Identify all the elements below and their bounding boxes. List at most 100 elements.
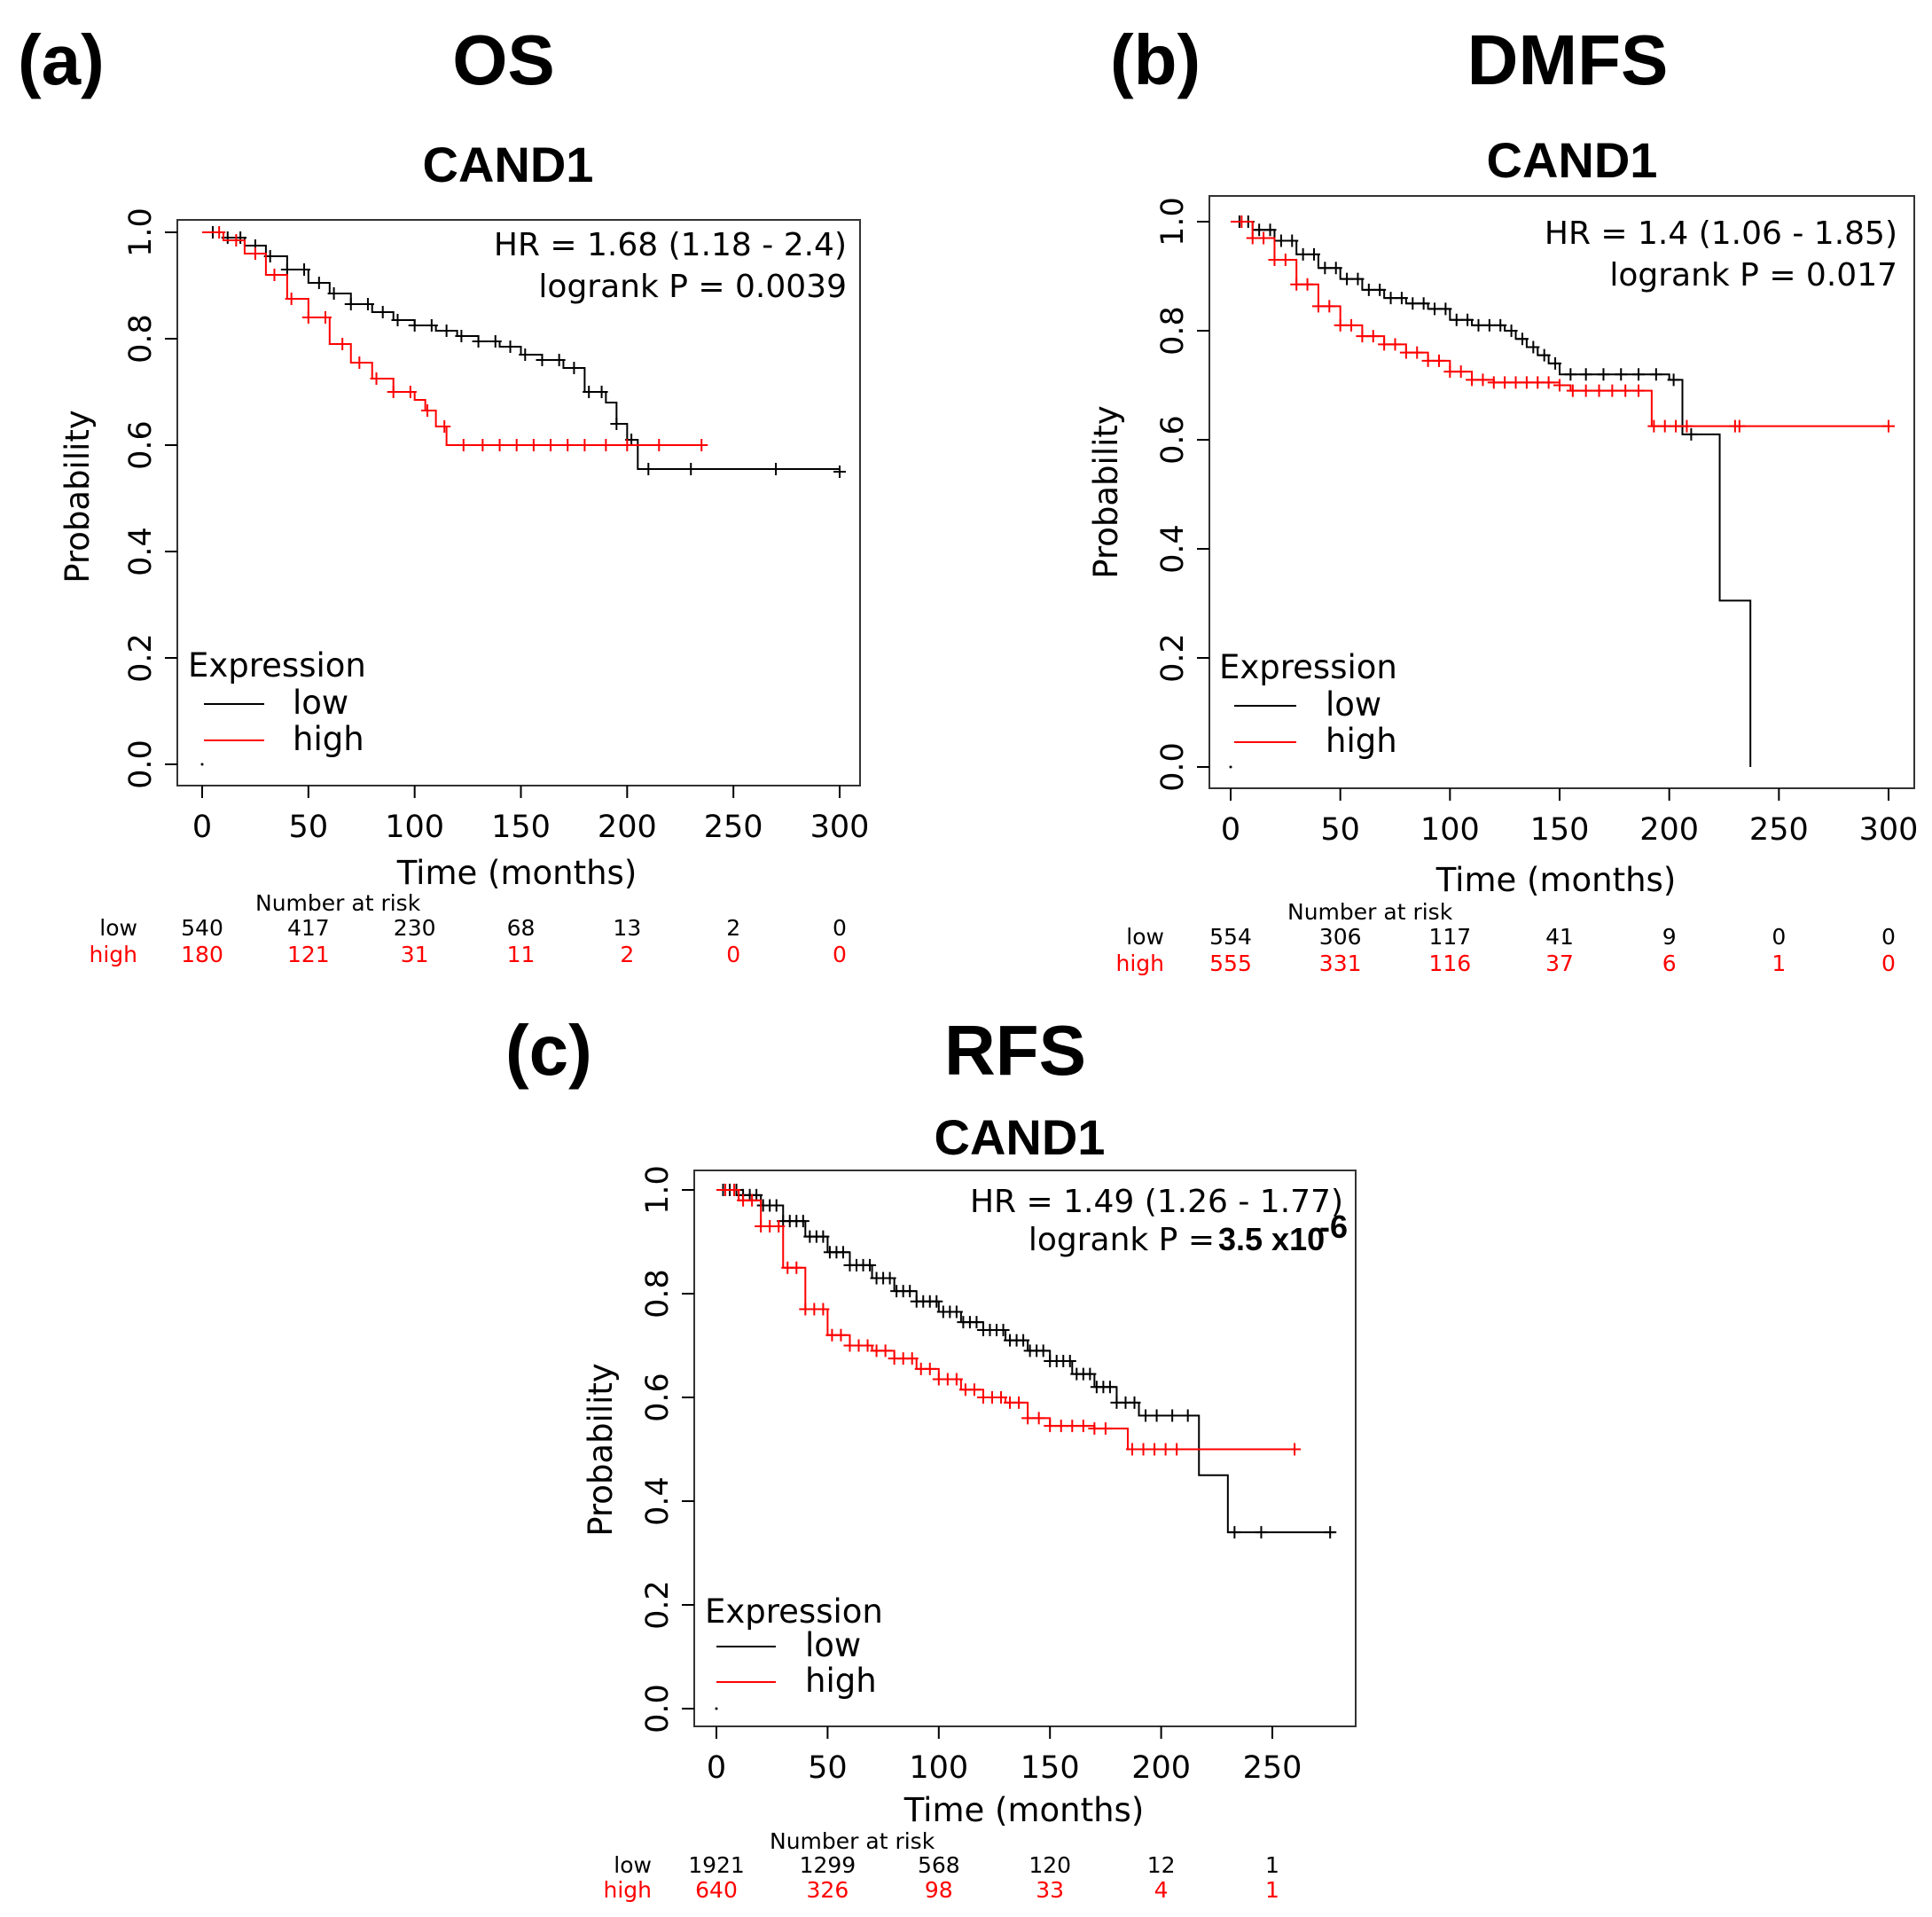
y-tick-label: 1.0 <box>640 1165 676 1215</box>
censor-mark <box>883 1271 896 1285</box>
censor-mark <box>1579 368 1592 381</box>
logrank-p: logrank P = 0.0039 <box>538 269 847 305</box>
censor-mark <box>1537 348 1551 362</box>
censor-mark <box>1286 234 1299 247</box>
x-tick-label: 300 <box>810 810 870 845</box>
risk-value: 98 <box>925 1877 953 1903</box>
x-axis-label: Time (months) <box>1435 861 1677 899</box>
x-tick-label: 250 <box>704 810 763 845</box>
censor-mark <box>1428 302 1442 316</box>
x-tick-label: 0 <box>707 1750 726 1786</box>
logrank-p: logrank P = <box>1029 1222 1215 1258</box>
risk-row-label-low: low <box>99 915 137 941</box>
censor-mark <box>1181 1409 1194 1422</box>
censor-mark <box>1417 297 1430 310</box>
censor-mark <box>1290 278 1303 291</box>
censor-mark <box>1494 318 1507 332</box>
censor-mark <box>1366 330 1380 343</box>
censor-mark <box>1288 1443 1302 1456</box>
censor-mark <box>1450 313 1463 326</box>
censor-mark <box>440 325 453 337</box>
censor-mark <box>684 463 698 475</box>
y-tick-label: 1.0 <box>1155 197 1191 246</box>
censor-mark <box>457 439 470 451</box>
plot-frame <box>693 1170 1357 1727</box>
censor-mark <box>370 372 383 385</box>
censor-mark <box>1432 354 1445 367</box>
x-tick-label: 150 <box>1530 812 1590 848</box>
censor-mark <box>376 306 389 318</box>
censor-mark <box>268 269 281 281</box>
censor-mark <box>361 298 374 310</box>
censor-mark <box>610 418 623 430</box>
y-tick-label: 0.0 <box>1155 742 1191 792</box>
censor-mark <box>567 362 581 374</box>
risk-value: 555 <box>1209 951 1252 976</box>
hazard-ratio: HR = 1.4 (1.06 - 1.85) <box>1545 215 1897 252</box>
risk-value: 1 <box>1772 951 1786 976</box>
censor-mark <box>280 263 293 276</box>
origin-point <box>715 1707 718 1710</box>
censor-mark <box>353 356 366 369</box>
risk-value: 306 <box>1319 924 1362 950</box>
censor-mark <box>1279 254 1292 267</box>
origin-point <box>200 763 204 766</box>
censor-mark <box>344 298 357 310</box>
risk-value: 0 <box>726 942 740 967</box>
censor-mark <box>527 439 540 451</box>
censor-mark <box>1619 384 1632 397</box>
censor-mark <box>930 1295 943 1308</box>
panel-rfs: (c) RFS CAND1 0 50 100 150 200 250 0.0 0.2 0.4 0.6 0.… <box>505 1011 1357 1903</box>
censor-mark <box>1733 419 1746 433</box>
censor-mark <box>1341 272 1354 286</box>
panel-title: OS <box>452 20 555 99</box>
censor-mark <box>1373 283 1387 296</box>
censor-mark <box>1531 376 1545 389</box>
censor-mark <box>1443 365 1457 379</box>
chart-title: CAND1 <box>935 1109 1106 1165</box>
censor-mark <box>301 311 315 324</box>
censor-mark <box>1615 368 1628 381</box>
censor-mark <box>770 1199 783 1212</box>
logrank-p: logrank P = 0.017 <box>1609 257 1897 293</box>
panel-title: RFS <box>944 1011 1086 1090</box>
censor-mark <box>230 234 243 246</box>
risk-row-label-low: low <box>614 1852 652 1878</box>
x-tick-label: 200 <box>598 810 657 845</box>
censor-mark <box>642 463 655 475</box>
censor-mark <box>1649 368 1662 381</box>
censor-mark <box>1564 368 1577 381</box>
censor-mark <box>967 1383 981 1397</box>
risk-value: 640 <box>695 1877 738 1903</box>
censor-mark <box>1274 234 1287 247</box>
y-tick-label: 0.4 <box>1155 524 1191 574</box>
censor-mark <box>1882 419 1895 433</box>
censor-mark <box>1606 384 1619 397</box>
censor-mark <box>504 340 517 353</box>
risk-value: 540 <box>181 915 223 941</box>
risk-value: 0 <box>1881 924 1896 950</box>
risk-value: 37 <box>1545 951 1574 976</box>
censor-mark <box>1021 1412 1035 1425</box>
censor-mark <box>1017 1334 1030 1347</box>
censor-mark <box>489 335 502 348</box>
censor-mark <box>213 226 226 239</box>
panel-label: (b) <box>1110 20 1201 99</box>
censor-mark <box>1632 368 1646 381</box>
censor-mark <box>493 439 506 451</box>
y-axis-label: Probability <box>59 410 97 583</box>
censor-mark <box>536 354 549 366</box>
censor-mark <box>970 1316 983 1329</box>
censor-mark <box>1399 346 1412 359</box>
y-axis-label: Probability <box>1087 405 1125 579</box>
y-tick-label: 0.0 <box>123 739 159 789</box>
risk-value: 13 <box>613 915 641 941</box>
risk-value: 6 <box>1662 951 1677 976</box>
risk-value: 568 <box>918 1852 960 1878</box>
logrank-p-exponent: -6 <box>1319 1209 1348 1245</box>
risk-value: 554 <box>1209 924 1252 950</box>
x-tick-label: 300 <box>1859 812 1919 848</box>
censor-mark <box>1126 1443 1138 1456</box>
censor-mark <box>472 335 485 348</box>
